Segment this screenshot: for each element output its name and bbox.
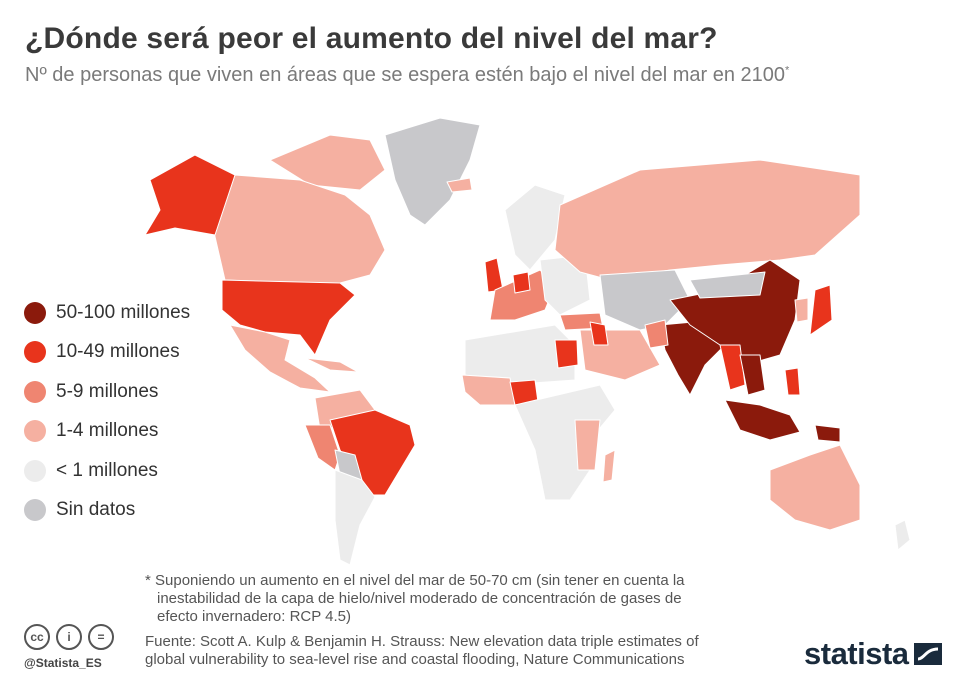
logo-mark-icon xyxy=(913,643,942,665)
region-pakistan xyxy=(644,319,669,349)
subtitle-text: Nº de personas que viven en áreas que se… xyxy=(25,64,786,86)
source-note: Fuente: Scott A. Kulp & Benjamin H. Stra… xyxy=(145,633,765,669)
legend-item: Sin datos xyxy=(24,491,190,531)
legend-item: 10-49 millones xyxy=(24,333,190,373)
region-central-africa xyxy=(514,384,616,501)
region-indochina xyxy=(739,354,766,396)
page-subtitle: Nº de personas que viven en áreas que se… xyxy=(25,64,789,87)
region-indonesia xyxy=(724,399,801,441)
region-usa xyxy=(221,279,356,356)
source-line: Fuente: Scott A. Kulp & Benjamin H. Stra… xyxy=(145,633,699,650)
region-uk xyxy=(484,257,504,293)
region-new-zealand xyxy=(894,519,911,551)
subtitle-footnote-mark: * xyxy=(785,64,790,77)
region-egypt xyxy=(554,339,579,369)
region-iceland xyxy=(446,177,473,193)
legend-swatch xyxy=(24,459,46,482)
region-scandinavia xyxy=(504,184,566,271)
legend-swatch xyxy=(24,341,46,364)
region-west-africa xyxy=(461,374,516,406)
legend-label: 5-9 millones xyxy=(56,380,159,402)
social-handle[interactable]: @Statista_ES xyxy=(24,656,102,670)
page-title: ¿Dónde será peor el aumento del nivel de… xyxy=(25,22,718,55)
attribution-icon[interactable]: i xyxy=(56,624,82,650)
legend-item: 1-4 millones xyxy=(24,412,190,452)
region-japan xyxy=(809,284,833,336)
creative-commons-icon[interactable]: cc xyxy=(24,624,50,650)
license-icons: cc i = xyxy=(24,624,120,650)
region-philippines xyxy=(784,367,801,396)
region-australia xyxy=(769,444,861,531)
region-western-europe xyxy=(489,269,556,321)
legend-item: < 1 millones xyxy=(24,451,190,491)
legend-swatch xyxy=(24,380,46,403)
region-myanmar xyxy=(719,344,746,391)
region-caribbean xyxy=(304,357,359,373)
footnote-line: inestabilidad de la capa de hielo/nivel … xyxy=(157,590,682,607)
legend-label: < 1 millones xyxy=(56,459,158,481)
legend-item: 50-100 millones xyxy=(24,293,190,333)
statista-logo[interactable]: statista xyxy=(804,636,942,672)
legend-item: 5-9 millones xyxy=(24,372,190,412)
region-canada xyxy=(209,174,386,284)
region-russia xyxy=(554,159,861,281)
region-mongolia xyxy=(689,271,766,299)
map-legend: 50-100 millones 10-49 millones 5-9 millo… xyxy=(24,293,190,530)
legend-label: 50-100 millones xyxy=(56,301,191,323)
footnote: * Suponiendo un aumento en el nivel del … xyxy=(145,572,755,626)
region-greenland xyxy=(384,117,481,226)
legend-swatch xyxy=(24,301,46,324)
footnote-line: * Suponiendo un aumento en el nivel del … xyxy=(145,572,685,589)
legend-label: Sin datos xyxy=(56,499,136,521)
logo-text: statista xyxy=(804,636,909,671)
source-line: global vulnerability to sea-level rise a… xyxy=(145,651,685,668)
region-argentina xyxy=(334,469,376,565)
legend-label: 10-49 millones xyxy=(56,341,180,363)
region-east-africa-coast xyxy=(574,419,601,471)
region-alaska xyxy=(144,154,236,236)
legend-label: 1-4 millones xyxy=(56,420,159,442)
region-netherlands xyxy=(512,271,531,294)
no-derivatives-icon[interactable]: = xyxy=(88,624,114,650)
legend-swatch xyxy=(24,499,46,522)
region-mexico xyxy=(229,324,331,393)
footnote-line: efecto invernadero: RCP 4.5) xyxy=(157,608,351,625)
region-papua xyxy=(814,424,841,443)
region-madagascar xyxy=(602,449,616,483)
world-map xyxy=(144,117,911,565)
legend-swatch xyxy=(24,420,46,443)
region-iraq xyxy=(589,321,609,346)
region-korea xyxy=(794,297,809,323)
